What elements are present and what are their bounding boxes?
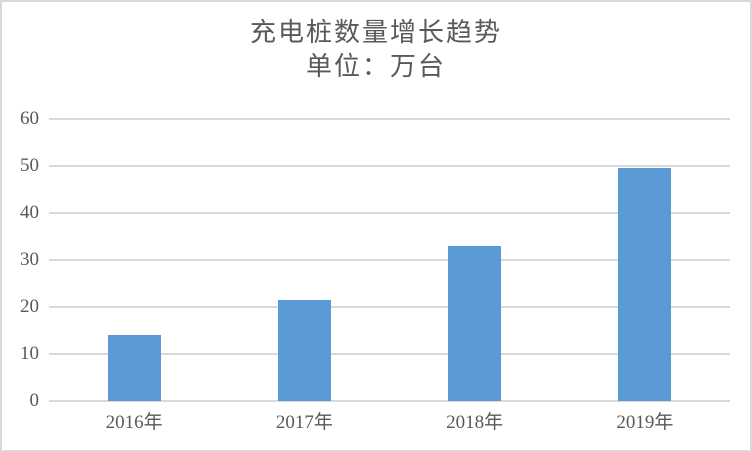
gridline <box>49 165 730 167</box>
y-axis-tick-label: 10 <box>20 343 39 364</box>
chart-title-block: 充电桩数量增长趋势 单位：万台 <box>2 16 750 84</box>
bar-2019年 <box>618 168 672 401</box>
y-axis-tick-label: 40 <box>20 202 39 223</box>
y-axis-tick-label: 50 <box>20 155 39 176</box>
gridline <box>49 259 730 261</box>
x-axis-line <box>49 400 730 402</box>
y-axis-tick-label: 20 <box>20 296 39 317</box>
y-axis-tick-label: 0 <box>29 390 40 411</box>
y-axis-tick-label: 60 <box>20 108 39 129</box>
y-axis: 0 10 20 30 40 50 60 <box>2 109 42 411</box>
y-axis-tick-label: 30 <box>20 249 39 270</box>
gridline <box>49 118 730 120</box>
gridline <box>49 212 730 214</box>
gridline <box>49 353 730 355</box>
x-axis-category-label: 2019年 <box>616 412 674 433</box>
bar-2018年 <box>448 245 502 401</box>
bar-2016年 <box>107 335 161 401</box>
chart-subtitle: 单位：万台 <box>305 52 446 81</box>
chart-title: 充电桩数量增长趋势 <box>249 18 502 47</box>
plot-area <box>49 118 730 402</box>
x-axis-category-label: 2016年 <box>105 412 163 433</box>
x-axis-category-label: 2018年 <box>446 412 504 433</box>
x-axis: 2016年 2017年 2018年 2019年 <box>49 410 730 436</box>
gridline <box>49 306 730 308</box>
x-axis-category-label: 2017年 <box>275 412 333 433</box>
bar-2017年 <box>277 299 331 401</box>
